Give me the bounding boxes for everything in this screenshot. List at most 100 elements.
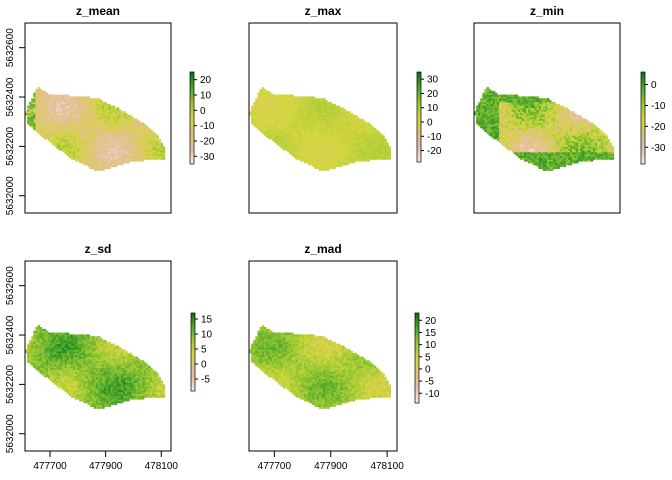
raster-cell	[494, 137, 498, 140]
raster-cell	[375, 150, 379, 153]
raster-cell	[91, 135, 95, 138]
raster-cell	[62, 120, 66, 123]
raster-cell	[361, 127, 364, 131]
raster-cell	[58, 113, 61, 116]
raster-cell	[54, 100, 57, 103]
raster-cell	[251, 111, 254, 114]
legend-swatch	[190, 76, 194, 80]
raster-cell	[303, 138, 307, 142]
raster-cell	[331, 161, 334, 164]
raster-cell	[41, 126, 45, 129]
raster-cell	[261, 124, 265, 127]
raster-cell	[125, 140, 128, 144]
raster-cell	[561, 138, 565, 142]
raster-cell	[358, 120, 362, 123]
raster-cell	[85, 103, 88, 107]
raster-cell	[547, 159, 550, 162]
raster-cell	[56, 122, 59, 125]
raster-cell	[43, 103, 47, 107]
raster-cell	[114, 122, 118, 125]
raster-cell	[54, 98, 57, 101]
raster-cell	[263, 113, 267, 116]
raster-cell	[350, 131, 353, 134]
raster-cell	[348, 148, 351, 151]
raster-cell	[70, 122, 74, 125]
raster-cell	[27, 120, 30, 123]
raster-cell	[129, 131, 132, 134]
raster-cell	[58, 98, 61, 101]
raster-cell	[79, 98, 82, 101]
raster-cell	[549, 146, 552, 149]
raster-cell	[365, 122, 368, 125]
raster-cell	[333, 138, 337, 142]
raster-cell	[532, 142, 535, 145]
raster-cell	[350, 151, 353, 155]
raster-cell	[521, 135, 525, 138]
raster-cell	[561, 144, 565, 147]
raster-cell	[95, 118, 99, 121]
raster-cell	[291, 118, 294, 121]
raster-cell	[116, 109, 120, 112]
raster-cell	[137, 151, 141, 155]
raster-cell	[135, 127, 139, 131]
raster-cell	[114, 150, 118, 153]
raster-cell	[380, 138, 383, 142]
raster-cell	[312, 150, 315, 153]
raster-cell	[114, 116, 118, 120]
raster-cell	[104, 140, 107, 144]
raster-cell	[102, 142, 105, 145]
raster-cell	[538, 120, 542, 123]
raster-cell	[540, 122, 544, 125]
raster-cell	[314, 103, 318, 107]
raster-cell	[87, 153, 91, 157]
raster-cell	[118, 155, 122, 158]
raster-cell	[532, 163, 535, 166]
raster-cell	[106, 103, 109, 107]
raster-cell	[108, 133, 111, 136]
raster-cell	[85, 163, 88, 166]
raster-cell	[544, 163, 548, 166]
legend-swatch	[190, 108, 194, 112]
raster-cell	[354, 116, 358, 120]
raster-cell	[37, 131, 40, 134]
raster-cell	[120, 126, 124, 129]
raster-cell	[474, 111, 477, 114]
raster-cell	[325, 135, 328, 138]
raster-cell	[66, 124, 70, 127]
raster-cell	[95, 137, 99, 140]
raster-cell	[346, 127, 349, 131]
legend-swatch	[190, 150, 194, 153]
raster-cell	[549, 118, 552, 121]
raster-cell	[35, 111, 38, 114]
raster-cell	[129, 153, 132, 157]
raster-cell	[325, 146, 328, 149]
raster-cell	[377, 153, 381, 157]
raster-cell	[100, 140, 103, 144]
raster-cell	[25, 111, 28, 114]
raster-cell	[110, 138, 113, 142]
raster-cell	[377, 140, 381, 144]
raster-cell	[120, 159, 124, 162]
raster-cell	[112, 148, 116, 151]
raster-cell	[37, 100, 40, 103]
raster-cell	[259, 122, 263, 125]
raster-cell	[280, 107, 284, 110]
raster-cell	[104, 153, 107, 157]
raster-cell	[484, 90, 487, 94]
raster-cell	[528, 105, 531, 108]
raster-cell	[295, 133, 299, 136]
raster-cell	[348, 131, 351, 134]
raster-cell	[549, 109, 552, 112]
raster-cell	[511, 133, 515, 136]
raster-cell	[135, 159, 139, 162]
raster-cell	[329, 161, 332, 164]
raster-cell	[91, 150, 95, 153]
raster-cell	[295, 113, 299, 116]
raster-cell	[356, 146, 360, 149]
raster-cell	[358, 140, 362, 144]
raster-cell	[35, 105, 38, 108]
raster-cell	[39, 129, 43, 132]
raster-cell	[559, 159, 562, 162]
raster-cell	[58, 94, 61, 97]
raster-cell	[33, 124, 36, 127]
